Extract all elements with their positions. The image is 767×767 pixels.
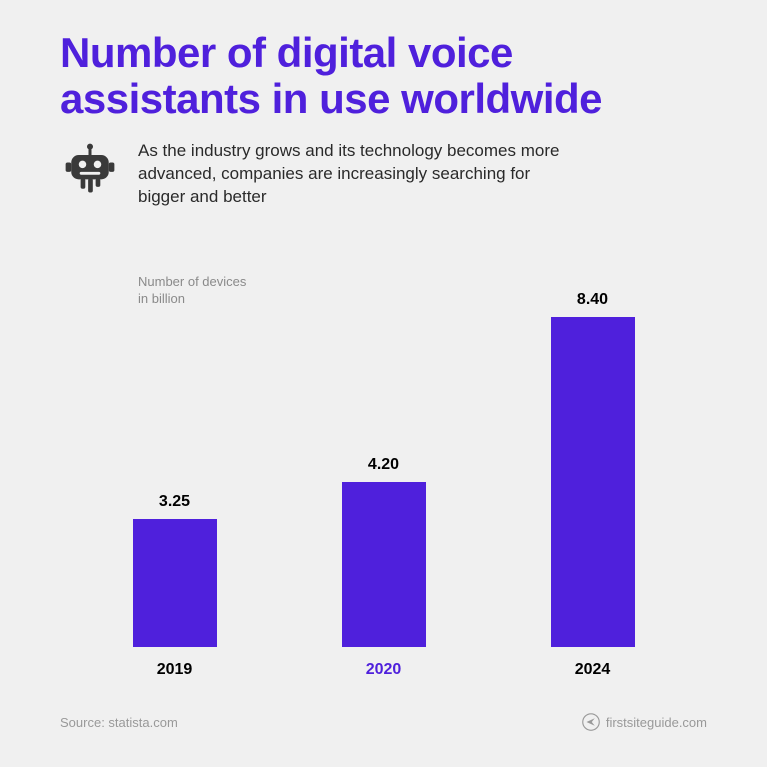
bar-value: 4.20 <box>368 456 399 474</box>
robot-icon <box>60 140 120 200</box>
site-text: firstsiteguide.com <box>606 715 707 730</box>
bar-label: 2020 <box>366 661 402 679</box>
infographic-container: Number of digital voice assistants in us… <box>0 0 767 767</box>
footer-right: firstsiteguide.com <box>582 713 707 731</box>
footer: Source: statista.com firstsiteguide.com <box>60 713 707 737</box>
bar <box>133 519 217 647</box>
y-axis-label: Number of devices in billion <box>138 274 246 308</box>
send-icon <box>582 713 600 731</box>
bar-group: 8.40 2024 <box>523 291 663 679</box>
bar <box>551 317 635 647</box>
subtitle-row: As the industry grows and its technology… <box>60 140 707 209</box>
bar-group: 3.25 2019 <box>105 493 245 679</box>
chart-subtitle: As the industry grows and its technology… <box>138 140 568 209</box>
bar-label: 2019 <box>157 661 193 679</box>
bar-value: 8.40 <box>577 291 608 309</box>
bar-value: 3.25 <box>159 493 190 511</box>
bar-label: 2024 <box>575 661 611 679</box>
bars-container: 3.2520194.2020208.402024 <box>60 319 707 679</box>
bar <box>342 482 426 647</box>
source-text: Source: statista.com <box>60 715 178 730</box>
bar-group: 4.20 2020 <box>314 456 454 679</box>
chart-title: Number of digital voice assistants in us… <box>60 30 620 122</box>
chart-area: Number of devices in billion 3.25 2019 4.2… <box>60 229 707 713</box>
